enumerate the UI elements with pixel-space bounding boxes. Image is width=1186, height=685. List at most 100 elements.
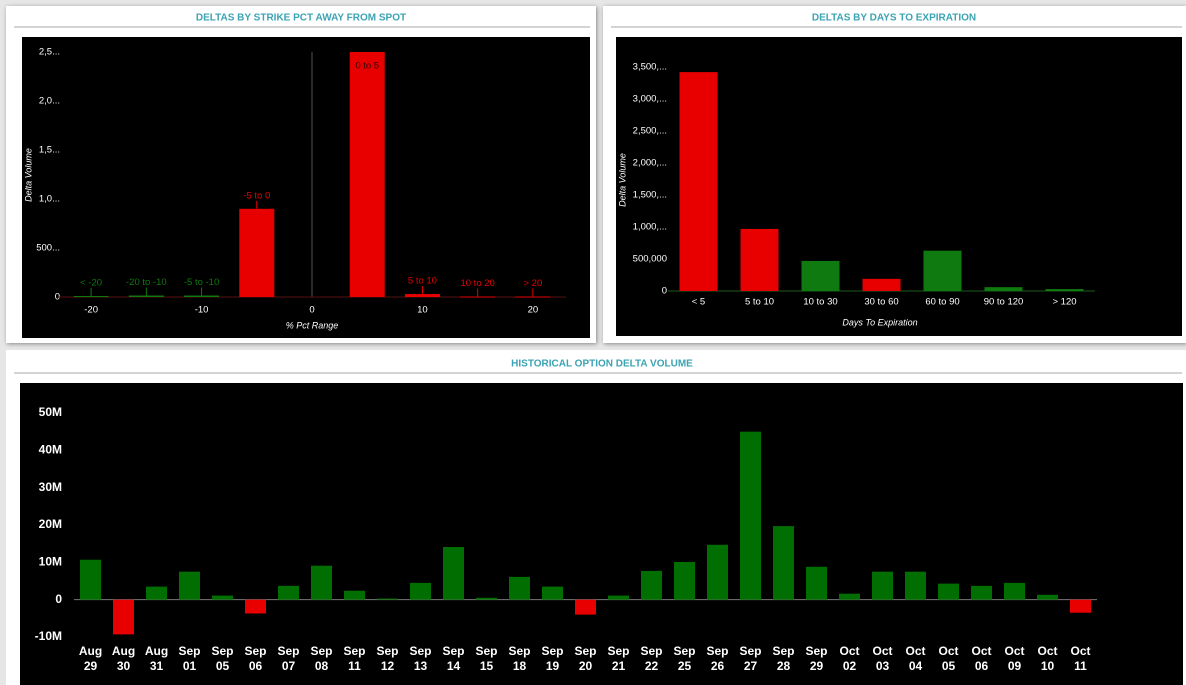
bar: [278, 585, 299, 600]
bar: [146, 586, 167, 600]
bar: [801, 260, 840, 291]
x-axis-label: % Pct Range: [286, 320, 339, 330]
x-tick-label: Sep 27: [739, 644, 762, 673]
bar-label: 0 to 5: [355, 61, 379, 72]
bar: [984, 287, 1023, 291]
y-tick-label: 2,0...: [39, 96, 60, 107]
bar-label: 10 to 20: [460, 278, 494, 289]
bar: [1070, 599, 1091, 613]
y-tick-label: 0: [662, 286, 667, 297]
x-tick-label: 20: [528, 305, 539, 316]
x-tick-label: Oct 05: [938, 644, 959, 673]
bar: [806, 566, 827, 600]
bar: [128, 295, 164, 297]
chart-title: DELTAS BY DAYS TO EXPIRATION: [812, 13, 976, 24]
x-tick-label: 5 to 10: [745, 297, 774, 308]
x-tick-label: Oct 11: [1070, 644, 1091, 673]
bar-label: -5 to 0: [243, 190, 270, 201]
x-tick-label: Sep 12: [376, 644, 399, 673]
bar: [905, 571, 926, 600]
y-tick-label: 1,500,...: [633, 190, 667, 201]
y-axis-label: Delta Volume: [23, 148, 33, 202]
x-tick-label: 10: [417, 305, 428, 316]
bar: [679, 72, 718, 292]
x-tick-label: Sep 07: [277, 644, 300, 673]
x-tick-label: Oct 10: [1037, 644, 1058, 673]
bar: [404, 294, 440, 297]
x-tick-label: Sep 29: [805, 644, 828, 673]
x-tick-label: Sep 01: [178, 644, 201, 673]
bar: [113, 599, 134, 635]
bar: [311, 565, 332, 600]
y-tick-label: 2,000,...: [633, 158, 667, 169]
y-tick-label: 1,0...: [39, 194, 60, 205]
y-tick-label: 0: [55, 592, 62, 606]
bar: [460, 296, 496, 298]
bar: [515, 296, 551, 298]
x-tick-label: Sep 11: [343, 644, 366, 673]
y-tick-label: 30M: [39, 480, 62, 494]
bar: [179, 571, 200, 600]
bar-label: 5 to 10: [408, 276, 437, 287]
y-tick-label: 1,000,...: [633, 222, 667, 233]
bar: [349, 52, 385, 297]
y-tick-label: 0: [55, 292, 60, 303]
bar: [641, 570, 662, 600]
x-tick-label: 60 to 90: [925, 297, 959, 308]
y-axis-label: Delta Volume: [617, 153, 627, 207]
bar-label: -20 to -10: [126, 277, 167, 288]
bar: [872, 571, 893, 600]
x-tick-label: Sep 22: [640, 644, 663, 673]
bar: [773, 526, 794, 600]
bar: [184, 295, 220, 297]
x-tick-label: Oct 09: [1004, 644, 1025, 673]
x-tick-label: Sep 15: [475, 644, 498, 673]
bar: [938, 583, 959, 600]
x-tick-label: Sep 21: [607, 644, 630, 673]
x-tick-label: Aug 31: [144, 644, 169, 673]
bar: [862, 278, 901, 291]
plot-area: [20, 383, 1183, 685]
chart-title: HISTORICAL OPTION DELTA VOLUME: [511, 359, 693, 370]
bar: [80, 559, 101, 600]
x-tick-label: -10: [195, 305, 209, 316]
y-tick-label: 2,500,...: [633, 126, 667, 137]
bar: [410, 582, 431, 600]
bar: [212, 595, 233, 600]
y-tick-label: 40M: [39, 443, 62, 457]
bar: [1037, 594, 1058, 600]
bar: [73, 296, 109, 298]
y-tick-label: -10M: [35, 629, 62, 643]
x-tick-label: > 120: [1052, 297, 1076, 308]
x-tick-label: 10 to 30: [803, 297, 837, 308]
y-tick-label: 2,5...: [39, 47, 60, 58]
x-tick-label: Sep 05: [211, 644, 234, 673]
x-tick-label: 0: [309, 305, 314, 316]
x-tick-label: -20: [84, 305, 98, 316]
bar-label: -5 to -10: [184, 277, 219, 288]
x-tick-label: Sep 25: [673, 644, 696, 673]
x-tick-label: Oct 04: [905, 644, 926, 673]
bar-label: > 20: [523, 278, 542, 289]
y-tick-label: 3,000,...: [633, 94, 667, 105]
x-tick-label: Aug 30: [111, 644, 136, 673]
bar: [674, 561, 695, 600]
x-tick-label: Sep 18: [508, 644, 531, 673]
x-tick-label: Aug 29: [78, 644, 103, 673]
y-tick-label: 50M: [39, 405, 62, 419]
bar: [923, 250, 962, 291]
x-tick-label: Sep 14: [442, 644, 465, 673]
chart-title: DELTAS BY STRIKE PCT AWAY FROM SPOT: [196, 13, 406, 24]
bar: [740, 431, 761, 600]
bar: [344, 590, 365, 600]
y-tick-label: 1,5...: [39, 145, 60, 156]
y-tick-label: 10M: [39, 555, 62, 569]
x-tick-label: Sep 06: [244, 644, 267, 673]
bar: [509, 576, 530, 600]
bar: [839, 593, 860, 600]
x-tick-label: Sep 26: [706, 644, 729, 673]
bar: [239, 208, 275, 297]
plot-area: [22, 37, 590, 338]
